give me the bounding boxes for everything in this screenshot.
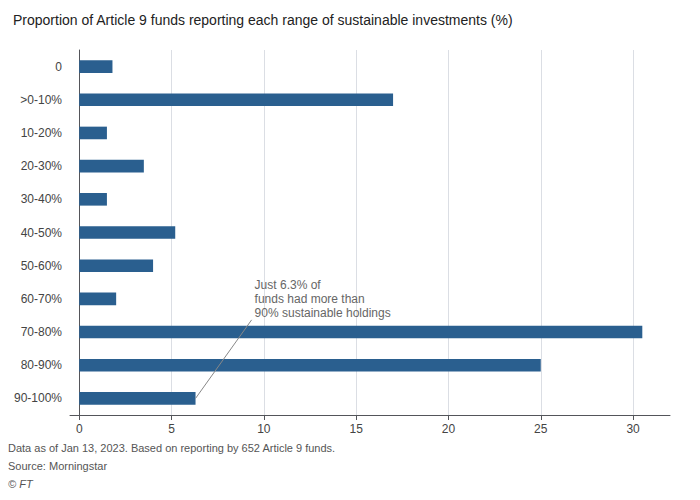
svg-text:5: 5 [168,422,175,436]
svg-text:40-50%: 40-50% [21,226,63,240]
svg-text:© FT: © FT [8,478,34,490]
svg-text:0: 0 [55,60,62,74]
svg-text:20-30%: 20-30% [21,159,63,173]
svg-text:80-90%: 80-90% [21,358,63,372]
svg-text:0: 0 [76,422,83,436]
svg-text:90-100%: 90-100% [14,391,62,405]
svg-text:10: 10 [257,422,271,436]
svg-text:Source: Morningstar: Source: Morningstar [8,460,107,472]
svg-text:30-40%: 30-40% [21,192,63,206]
svg-text:50-60%: 50-60% [21,259,63,273]
svg-text:Data as of Jan 13, 2023. Based: Data as of Jan 13, 2023. Based on report… [8,442,335,454]
svg-text:25: 25 [534,422,548,436]
svg-text:15: 15 [349,422,363,436]
svg-text:20: 20 [442,422,456,436]
svg-text:funds had more than: funds had more than [255,292,365,306]
svg-text:Just 6.3% of: Just 6.3% of [255,278,322,292]
svg-text:30: 30 [626,422,640,436]
svg-text:90% sustainable holdings: 90% sustainable holdings [255,306,391,320]
svg-text:>0-10%: >0-10% [20,93,62,107]
svg-text:60-70%: 60-70% [21,292,63,306]
svg-text:10-20%: 10-20% [21,126,63,140]
svg-text:70-80%: 70-80% [21,325,63,339]
svg-text:Proportion of Article 9 funds: Proportion of Article 9 funds reporting … [13,12,513,28]
